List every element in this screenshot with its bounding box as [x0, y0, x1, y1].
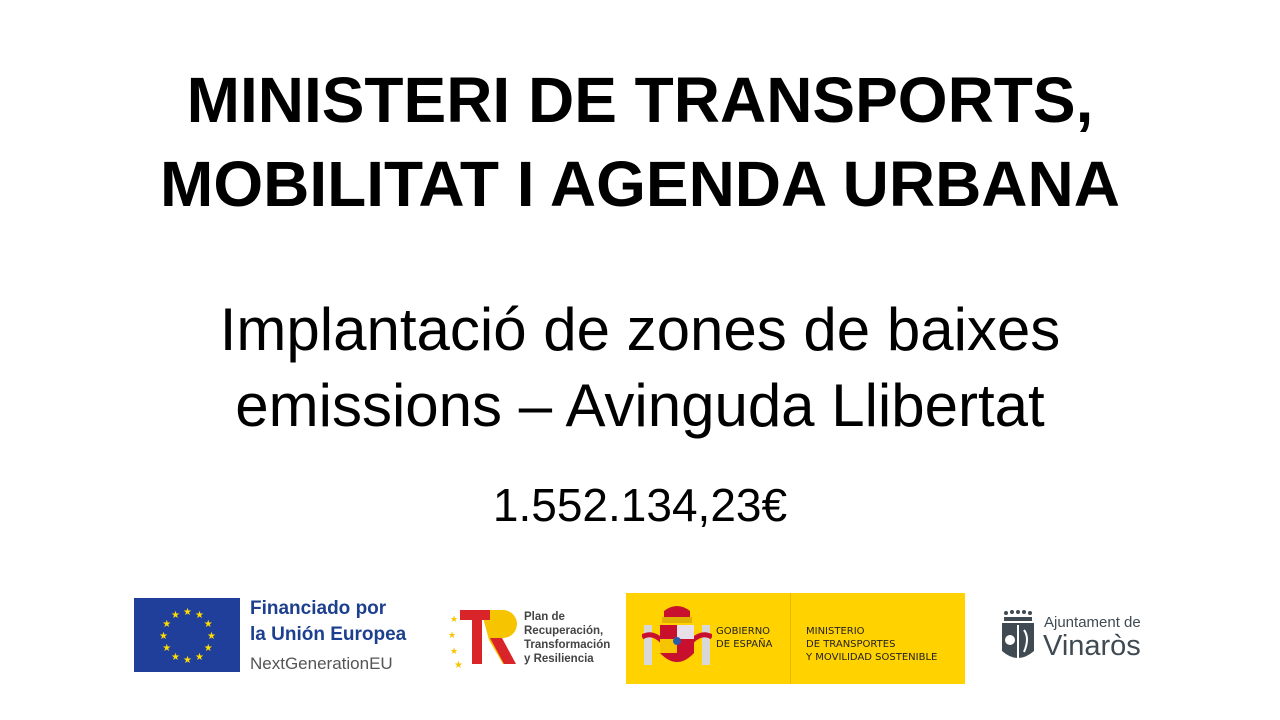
- svg-text:★: ★: [450, 614, 458, 624]
- eu-star-icon: ★: [183, 607, 192, 618]
- ministerio-line-2: DE TRANSPORTES: [806, 639, 896, 650]
- eu-text-line-1: Financiado por: [250, 598, 387, 619]
- prtr-line-4: y Resiliencia: [524, 653, 594, 665]
- vinaros-shield-icon: [1002, 610, 1034, 661]
- prtr-line-1: Plan de: [524, 611, 565, 623]
- ministerio-line-1: MINISTERIO: [806, 626, 865, 637]
- prtr-line-3: Transformación: [524, 639, 611, 651]
- page-title: MINISTERI DE TRANSPORTS, MOBILITAT I AGE…: [0, 58, 1280, 226]
- eu-star-icon: ★: [195, 610, 204, 621]
- svg-text:★: ★: [450, 646, 458, 656]
- eu-star-icon: ★: [162, 643, 171, 654]
- gobierno-logo: GOBIERNO DE ESPAÑA MINISTERIO DE TRANSPO…: [626, 593, 965, 684]
- gobierno-line-1: GOBIERNO: [716, 626, 771, 637]
- eu-text-line-3: NextGenerationEU: [250, 654, 393, 673]
- eu-star-icon: ★: [159, 631, 168, 642]
- title-line-2: MOBILITAT I AGENDA URBANA: [160, 148, 1120, 220]
- subtitle-line-1: Implantació de zones de baixes: [219, 296, 1061, 363]
- gobierno-line-2: DE ESPAÑA: [716, 639, 773, 650]
- eu-star-icon: ★: [204, 619, 213, 630]
- eu-star-icon: ★: [204, 643, 213, 654]
- ministerio-line-3: Y MOVILIDAD SOSTENIBLE: [806, 652, 938, 663]
- eu-star-icon: ★: [171, 652, 180, 663]
- eu-star-icon: ★: [195, 652, 204, 663]
- eu-star-icon: ★: [183, 655, 192, 666]
- eu-star-icon: ★: [207, 631, 216, 642]
- prtr-tr-icon: ★ ★ ★ ★: [448, 610, 517, 668]
- eu-text-line-2: la Unión Europea: [250, 624, 407, 645]
- vinaros-line-2: Vinaròs: [1043, 630, 1141, 662]
- subtitle-line-2: emissions – Avinguda Llibertat: [235, 372, 1045, 439]
- eu-star-icon: ★: [162, 619, 171, 630]
- vinaros-line-1: Ajuntament de: [1044, 614, 1141, 631]
- eu-star-icon: ★: [171, 610, 180, 621]
- prtr-line-2: Recuperación,: [524, 625, 604, 637]
- svg-text:★: ★: [454, 660, 463, 668]
- gobierno-divider: [790, 593, 791, 684]
- funding-amount: 1.552.134,23€: [492, 479, 788, 531]
- eu-flag-icon: ★ ★★★★★★★★★★★: [134, 598, 240, 672]
- svg-text:★: ★: [448, 630, 456, 640]
- spain-coat-of-arms-icon: [642, 606, 712, 665]
- title-line-1: MINISTERI DE TRANSPORTS,: [186, 64, 1094, 136]
- project-subtitle: Implantació de zones de baixes emissions…: [0, 292, 1280, 444]
